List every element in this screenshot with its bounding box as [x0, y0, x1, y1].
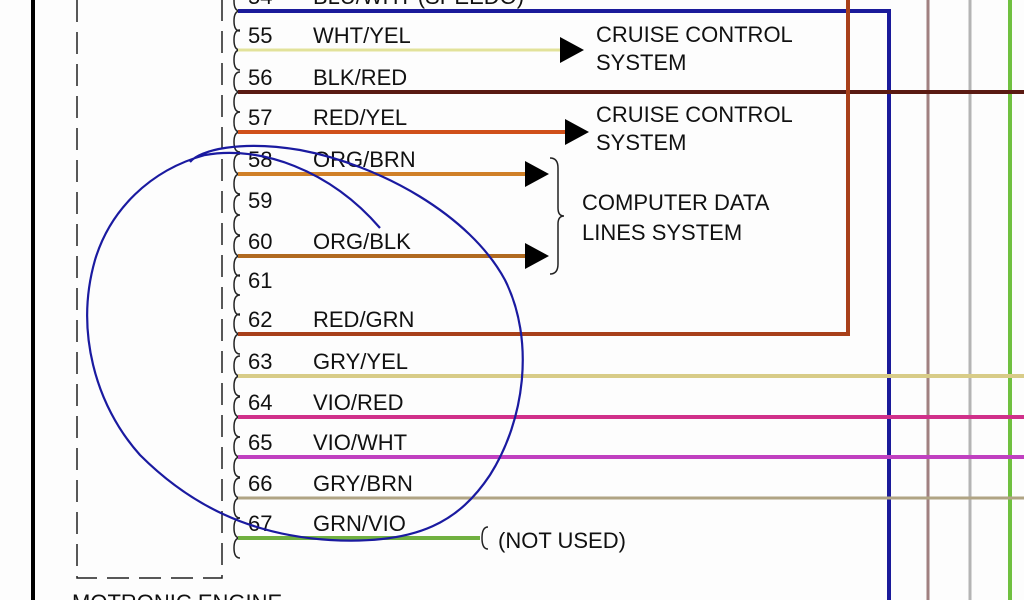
data-bracket: [549, 157, 565, 275]
hand-drawn-circle-annotation: [86, 144, 524, 542]
wire-color-label: GRY/BRN: [313, 471, 413, 496]
cruise-label-2a: CRUISE CONTROL: [596, 102, 793, 127]
wire-54: [238, 9, 891, 600]
pin-number: 66: [248, 471, 272, 496]
wire-color-label: GRY/YEL: [313, 349, 408, 374]
connector-pin-bracket: [233, 274, 241, 316]
pin-number: 54: [248, 0, 272, 9]
data-lines-label-a: COMPUTER DATA: [582, 190, 770, 215]
pin-number: 58: [248, 147, 272, 172]
arrow-icon: [525, 243, 549, 269]
pin-number: 65: [248, 430, 272, 455]
pin-number: 56: [248, 65, 272, 90]
arrow-icon: [560, 37, 584, 63]
pin-number: 63: [248, 349, 272, 374]
data-lines-label-b: LINES SYSTEM: [582, 220, 742, 245]
pin-number: 57: [248, 105, 272, 130]
wire-color-label: VIO/WHT: [313, 430, 407, 455]
cruise-label-1a: CRUISE CONTROL: [596, 22, 793, 47]
pin-number: 59: [248, 188, 272, 213]
cruise-label-1b: SYSTEM: [596, 50, 686, 75]
wire-color-label: RED/GRN: [313, 307, 414, 332]
not-used-bracket: [481, 526, 489, 550]
pin-number: 60: [248, 229, 272, 254]
wire-62: [238, 0, 850, 336]
cruise-label-2b: SYSTEM: [596, 130, 686, 155]
wire-color-label: WHT/YEL: [313, 23, 411, 48]
pin-number: 55: [248, 23, 272, 48]
wire-color-label: GRN/VIO: [313, 511, 406, 536]
module-outline: [76, 0, 223, 579]
wire-color-label: RED/YEL: [313, 105, 407, 130]
pin-number: 61: [248, 268, 272, 293]
connector-pin-bracket: [233, 194, 241, 236]
connector-pin-bracket: [233, 0, 241, 32]
pin-number: 62: [248, 307, 272, 332]
wire-color-label: BLU/WHT (SPEEDO): [313, 0, 524, 9]
wire-color-label: ORG/BLK: [313, 229, 411, 254]
pin-number: 64: [248, 390, 272, 415]
arrow-icon: [565, 119, 589, 145]
arrow-icon: [525, 161, 549, 187]
not-used-label: (NOT USED): [498, 528, 626, 553]
pin-number: 67: [248, 511, 272, 536]
module-label: MOTRONIC ENGINE: [72, 590, 282, 600]
wire-color-label: VIO/RED: [313, 390, 403, 415]
wire-color-label: BLK/RED: [313, 65, 407, 90]
